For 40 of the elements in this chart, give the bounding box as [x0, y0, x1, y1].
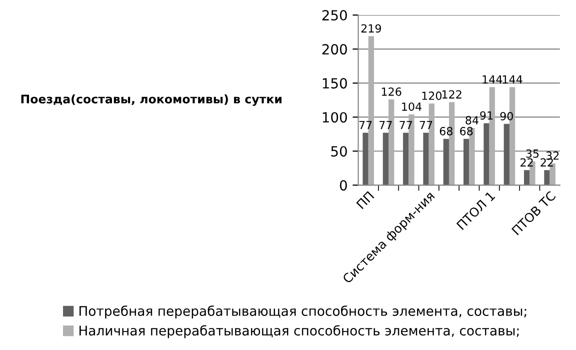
y-tick-label: 0 [340, 180, 347, 191]
y-tick-label: 250 [322, 10, 347, 21]
data-label: 126 [382, 87, 402, 96]
data-label: 122 [442, 90, 462, 98]
bar [443, 138, 449, 186]
bar [484, 123, 490, 186]
data-label: 22 [540, 158, 553, 166]
bar [403, 132, 409, 186]
x-tick-label: ПП [356, 191, 374, 210]
y-axis-title: Поезда(составы, локомотивы) в сутки [21, 94, 282, 106]
data-label: 68 [440, 126, 452, 136]
data-label: 104 [402, 102, 422, 111]
y-tick-label: 100 [322, 112, 347, 123]
data-label: 90 [500, 112, 513, 120]
bar [464, 138, 470, 186]
bar [423, 132, 429, 186]
legend-label: Наличная перерабатывающая способность элемента, составы; [80, 325, 519, 338]
data-label: 77 [420, 120, 432, 130]
bar [362, 132, 368, 186]
data-label: 35 [526, 149, 539, 158]
data-label: 219 [361, 24, 381, 33]
data-label: 77 [380, 120, 392, 130]
data-label: 120 [422, 92, 442, 100]
bar [524, 170, 530, 186]
data-label: 22 [520, 158, 533, 166]
legend-label: Потребная перерабатывающая способность элемента, составы; [80, 306, 526, 319]
y-tick-label: 200 [322, 44, 347, 55]
data-label: 84 [466, 116, 478, 124]
data-label: 68 [460, 126, 473, 136]
data-label: 77 [359, 120, 372, 130]
bar [382, 132, 389, 186]
data-label: 144 [502, 75, 522, 84]
y-tick-label: 50 [331, 146, 347, 157]
data-label: 32 [546, 151, 559, 160]
y-tick-label: 150 [322, 78, 347, 89]
data-label: 144 [482, 75, 502, 84]
bar [504, 124, 510, 186]
data-label: 77 [400, 120, 412, 130]
data-label: 91 [480, 111, 493, 120]
bar [544, 170, 550, 186]
